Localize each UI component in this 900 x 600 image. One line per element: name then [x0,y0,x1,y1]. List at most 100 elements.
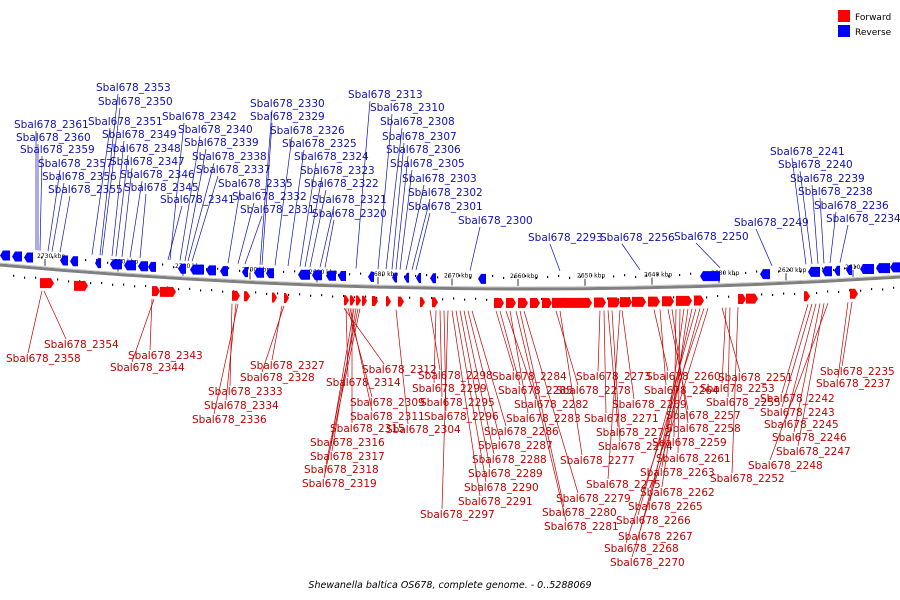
minor-tick [24,276,26,279]
forward-gene-arrow [648,296,660,307]
forward-gene-leader [631,308,709,558]
forward-gene-arrow [344,295,349,306]
forward-gene-leader [439,310,443,398]
forward-gene-arrow [542,297,552,308]
forward-gene-leader [667,309,689,411]
reverse-gene-label: Sbal678_2236 [814,200,889,212]
reverse-gene-label: Sbal678_2330 [250,98,325,110]
reverse-gene-leader [319,205,335,268]
forward-gene-arrow [372,296,378,307]
reverse-gene-label: Sbal678_2341 [160,194,235,206]
forward-gene-leader [597,310,601,372]
minor-tick [343,294,345,297]
forward-gene-leader [769,303,829,461]
reverse-gene-leader [391,142,405,270]
genome-caption: Shewanella baltica OS678, complete genom… [308,580,591,591]
minor-tick [90,282,92,285]
forward-gene-label: Sbal678_2278 [556,385,631,397]
minor-tick [580,275,582,278]
minor-tick [646,274,648,277]
reverse-gene-label: Sbal678_2345 [124,182,199,194]
forward-gene-arrow [284,293,289,304]
minor-tick [96,258,98,261]
reverse-gene-arrow [12,251,22,262]
minor-tick [162,263,164,266]
reverse-gene-leader [115,154,129,257]
legend-reverse-swatch [838,25,850,37]
reverse-gene-arrow [700,271,720,282]
forward-gene-label: Sbal678_2314 [326,377,401,389]
minor-tick [723,271,725,274]
forward-gene-label: Sbal678_2283 [506,413,581,425]
forward-gene-label: Sbal678_2358 [6,353,81,365]
reverse-gene-label: Sbal678_2332 [232,191,307,203]
reverse-gene-arrow [70,256,78,267]
legend: Forward Reverse [838,10,892,38]
reverse-gene-arrow [404,272,409,283]
forward-gene-label: Sbal678_2284 [492,371,567,383]
forward-gene-label: Sbal678_2247 [776,446,851,458]
forward-gene-label: Sbal678_2271 [584,413,659,425]
forward-gene-leader [637,308,697,516]
reverse-gene-leader [129,180,143,258]
reverse-gene-label: Sbal678_2302 [408,187,483,199]
reverse-gene-label: Sbal678_2348 [106,143,181,155]
forward-gene-label: Sbal678_2318 [304,464,379,476]
forward-gene-label: Sbal678_2257 [666,410,741,422]
legend-forward-swatch [838,10,850,22]
forward-gene-label: Sbal678_2287 [478,440,553,452]
reverse-gene-arrow [368,271,374,282]
forward-gene-label: Sbal678_2343 [128,350,203,362]
minor-tick [107,261,109,264]
reverse-gene-label: Sbal678_2307 [382,131,457,143]
forward-gene-label: Sbal678_2259 [652,437,727,449]
forward-gene-label: Sbal678_2262 [640,487,715,499]
reverse-gene-leader [355,100,371,269]
forward-gene-label: Sbal678_2277 [560,455,635,467]
minor-tick [657,273,659,276]
forward-gene-label: Sbal678_2319 [302,478,377,490]
minor-tick [882,288,884,291]
forward-gene-arrow [738,294,746,305]
reverse-gene-leader [184,148,207,261]
legend-reverse-label: Reverse [855,28,892,38]
minor-tick [376,296,378,299]
minor-tick [833,268,835,271]
forward-gene-arrow [746,293,758,304]
reverse-gene-leader [99,93,119,256]
forward-gene-leader [463,310,495,455]
forward-gene-label: Sbal678_2255 [706,397,781,409]
reverse-gene-label: Sbal678_2361 [14,119,89,131]
forward-gene-label: Sbal678_2304 [386,424,461,436]
minor-tick [679,274,681,277]
minor-tick [85,259,87,262]
forward-gene-label: Sbal678_2297 [420,509,495,521]
reverse-gene-arrow [298,269,310,280]
kbp-tick-label: 2710 kbp [175,263,203,270]
reverse-gene-leader [261,122,273,265]
kbp-tick-label: 2630 kbp [711,270,739,277]
minor-tick [514,275,516,278]
reverse-gene-leader [791,157,807,265]
reverse-gene-label: Sbal678_2357 [38,158,113,170]
reverse-gene-arrow [138,261,148,272]
forward-gene-leader [509,310,529,414]
forward-gene-arrow [620,297,632,308]
forward-gene-arrow [398,296,404,307]
forward-gene-arrow [356,295,361,306]
forward-gene-leader [395,309,409,425]
reverse-gene-label: Sbal678_2306 [386,144,461,156]
forward-gene-leader [515,310,567,522]
reverse-gene-arrow [148,261,156,272]
forward-gene-label: Sbal678_2272 [596,427,671,439]
reverse-gene-label: Sbal678_2240 [778,159,853,171]
kbp-tick-label: 2610 kbp [845,264,873,271]
minor-tick [613,275,615,278]
reverse-gene-arrow [206,265,216,276]
forward-gene-leader [149,298,153,351]
forward-gene-label: Sbal678_2333 [208,386,283,398]
forward-gene-leader [781,304,809,394]
reverse-gene-leader [799,170,813,265]
forward-gene-leader [459,310,491,469]
